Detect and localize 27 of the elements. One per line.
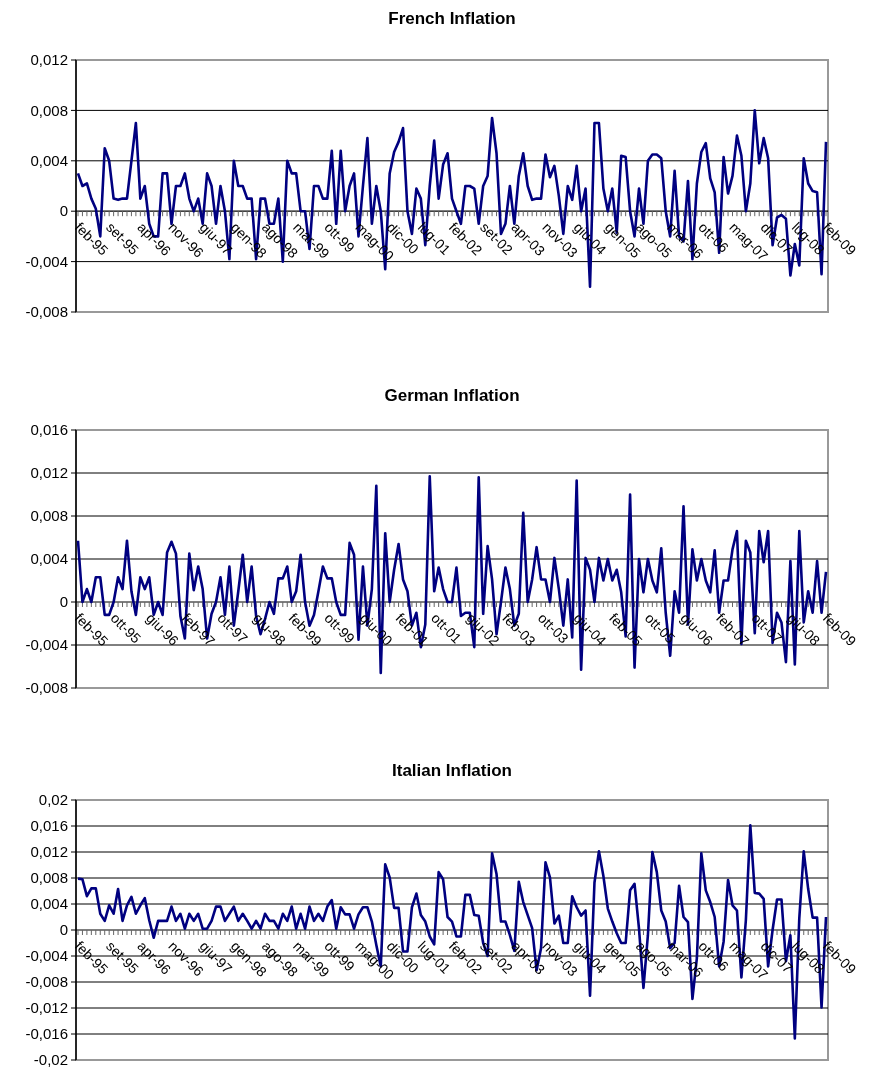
y-tick-label: 0,004 — [30, 550, 68, 568]
y-tick-label: -0,008 — [25, 679, 68, 697]
chart-title: French Inflation — [388, 9, 516, 28]
y-tick-label: 0 — [59, 202, 68, 220]
chart-title: German Inflation — [384, 386, 520, 405]
y-tick-label: -0,008 — [25, 973, 68, 991]
y-tick-label: 0,008 — [30, 869, 68, 887]
y-tick-label: -0,016 — [25, 1025, 68, 1043]
y-tick-label: -0,008 — [25, 303, 68, 321]
y-tick-label: 0,008 — [30, 507, 68, 525]
y-tick-label: 0,008 — [30, 101, 68, 119]
y-tick-label: 0,004 — [30, 895, 68, 913]
chart-title: Italian Inflation — [392, 761, 512, 780]
y-tick-label: 0,016 — [30, 421, 68, 439]
y-tick-label: -0,02 — [33, 1051, 68, 1069]
y-tick-label: 0 — [59, 921, 68, 939]
y-tick-label: -0,004 — [25, 947, 68, 965]
y-tick-label: 0,012 — [30, 843, 68, 861]
y-tick-label: 0,016 — [30, 817, 68, 835]
y-tick-label: 0,004 — [30, 152, 68, 170]
y-tick-label: 0,012 — [30, 464, 68, 482]
y-tick-label: 0,02 — [38, 791, 68, 809]
y-tick-label: 0,012 — [30, 51, 68, 69]
y-tick-label: -0,004 — [25, 252, 68, 270]
y-tick-label: -0,012 — [25, 999, 68, 1017]
y-tick-label: 0 — [59, 593, 68, 611]
y-tick-label: -0,004 — [25, 636, 68, 654]
